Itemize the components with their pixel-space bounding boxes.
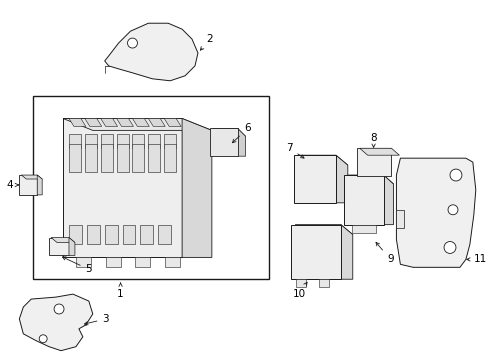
Polygon shape: [212, 129, 245, 136]
Polygon shape: [132, 118, 149, 126]
Bar: [164, 144, 176, 172]
Bar: [116, 134, 128, 148]
Bar: [132, 134, 144, 148]
Text: 1: 1: [117, 283, 123, 299]
Bar: [69, 225, 81, 244]
Polygon shape: [51, 238, 75, 243]
Bar: [158, 225, 171, 244]
Polygon shape: [295, 225, 352, 235]
Text: 8: 8: [369, 133, 376, 147]
Polygon shape: [359, 148, 399, 155]
Bar: [49, 238, 69, 255]
Bar: [140, 225, 153, 244]
Bar: [87, 225, 100, 244]
Bar: [116, 144, 128, 172]
Bar: [148, 134, 160, 148]
Circle shape: [449, 169, 461, 181]
Polygon shape: [20, 294, 93, 351]
Bar: [101, 134, 112, 148]
Circle shape: [54, 304, 64, 314]
Circle shape: [127, 38, 137, 48]
Polygon shape: [164, 118, 181, 126]
Bar: [85, 144, 97, 172]
Bar: [296, 279, 305, 287]
Bar: [101, 144, 112, 172]
Bar: [351, 225, 375, 233]
Bar: [85, 134, 97, 148]
Polygon shape: [101, 118, 117, 126]
Bar: [356, 148, 391, 176]
Bar: [132, 144, 144, 172]
Bar: [164, 134, 176, 148]
Polygon shape: [396, 158, 475, 267]
Polygon shape: [116, 118, 133, 126]
Polygon shape: [104, 23, 198, 81]
Text: 3: 3: [84, 314, 109, 325]
Polygon shape: [37, 175, 42, 195]
Bar: [69, 144, 81, 172]
Bar: [209, 129, 237, 156]
Text: 2: 2: [200, 34, 213, 50]
Polygon shape: [347, 175, 393, 184]
Text: 9: 9: [375, 242, 393, 264]
Bar: [294, 155, 335, 203]
Bar: [33, 96, 269, 279]
Polygon shape: [63, 118, 211, 130]
Circle shape: [39, 335, 47, 343]
Polygon shape: [85, 118, 102, 126]
Polygon shape: [335, 155, 347, 203]
Bar: [135, 257, 150, 267]
Polygon shape: [182, 118, 211, 257]
Polygon shape: [340, 225, 352, 279]
Bar: [105, 257, 121, 267]
Bar: [343, 175, 383, 225]
Bar: [76, 257, 91, 267]
Bar: [104, 225, 117, 244]
Bar: [165, 257, 180, 267]
Circle shape: [443, 242, 455, 253]
Polygon shape: [69, 238, 75, 255]
Bar: [69, 134, 81, 148]
Text: 6: 6: [232, 123, 250, 143]
Bar: [20, 175, 37, 195]
Polygon shape: [148, 118, 165, 126]
Text: 4: 4: [6, 180, 19, 190]
Polygon shape: [237, 129, 245, 156]
Bar: [122, 225, 135, 244]
Bar: [396, 210, 404, 228]
Polygon shape: [21, 175, 42, 179]
Text: 7: 7: [285, 143, 304, 158]
Polygon shape: [383, 175, 393, 225]
Polygon shape: [69, 118, 86, 126]
Circle shape: [447, 205, 457, 215]
Text: 11: 11: [466, 255, 487, 264]
Polygon shape: [63, 118, 182, 257]
Bar: [318, 279, 328, 287]
Polygon shape: [298, 155, 347, 165]
Bar: [148, 144, 160, 172]
Bar: [291, 225, 340, 279]
Text: 10: 10: [292, 282, 306, 299]
Text: 5: 5: [62, 257, 92, 274]
